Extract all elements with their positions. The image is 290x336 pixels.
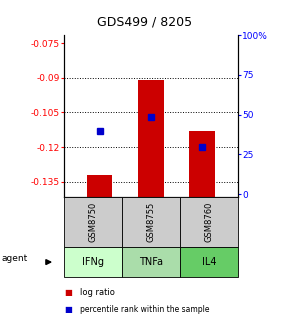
Text: GDS499 / 8205: GDS499 / 8205 <box>97 15 193 28</box>
Bar <box>189 131 215 197</box>
Text: GSM8760: GSM8760 <box>204 202 213 242</box>
Text: IFNg: IFNg <box>82 257 104 267</box>
Text: IL4: IL4 <box>202 257 216 267</box>
Text: TNFa: TNFa <box>139 257 163 267</box>
Text: percentile rank within the sample: percentile rank within the sample <box>80 305 209 313</box>
Bar <box>138 80 164 197</box>
Text: ■: ■ <box>64 305 72 313</box>
Bar <box>87 175 113 197</box>
Text: log ratio: log ratio <box>80 288 115 297</box>
Text: GSM8755: GSM8755 <box>146 202 155 242</box>
Text: GSM8750: GSM8750 <box>88 202 97 242</box>
Text: ■: ■ <box>64 288 72 297</box>
Text: agent: agent <box>1 254 28 263</box>
